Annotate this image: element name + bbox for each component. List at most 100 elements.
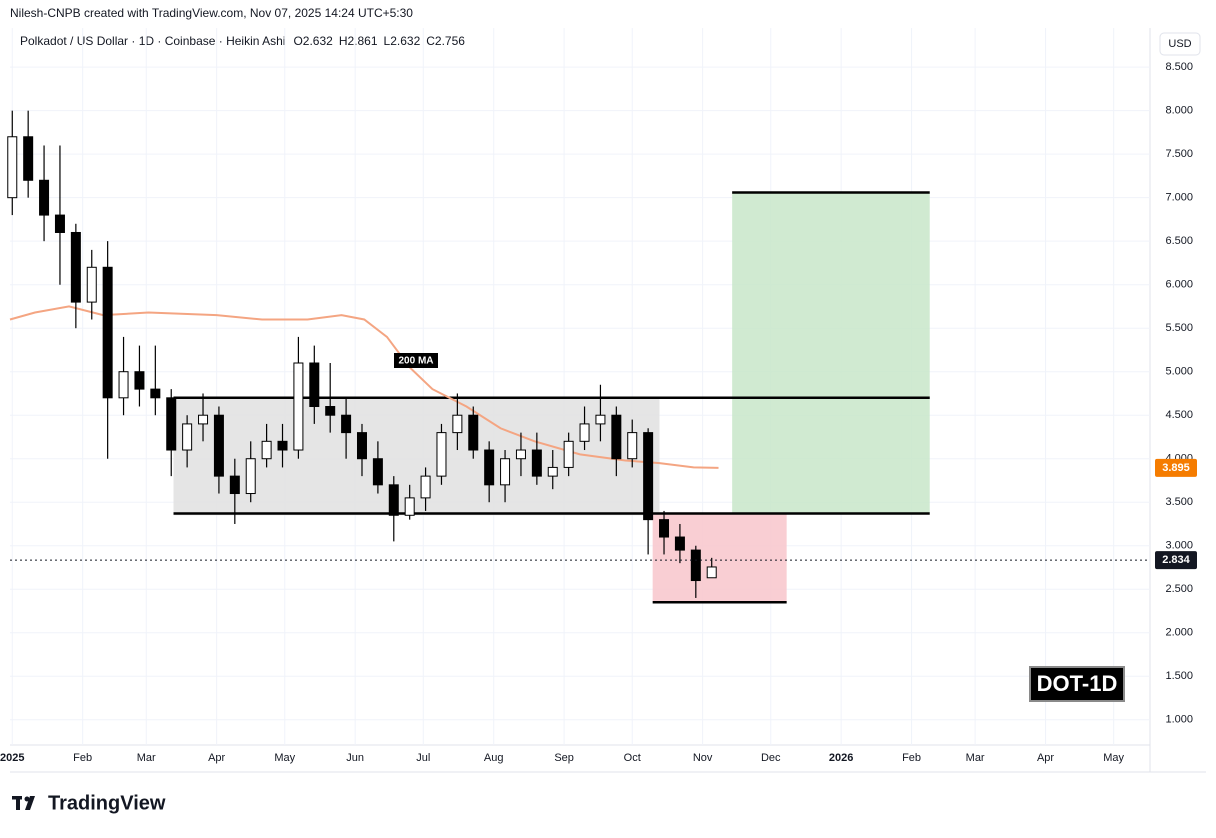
ohlc-value: 2.632 xyxy=(303,34,333,48)
candle-body xyxy=(356,432,367,460)
candle-body xyxy=(245,458,256,495)
candle-body xyxy=(563,440,574,468)
candle-body xyxy=(611,414,622,460)
candle-body xyxy=(182,423,193,451)
candle-body xyxy=(500,458,511,486)
candle-body xyxy=(627,432,638,460)
candle-body xyxy=(706,566,717,579)
candle-body xyxy=(39,179,50,216)
candle-body xyxy=(23,136,34,181)
candle-body xyxy=(166,397,177,451)
candle-body xyxy=(690,549,701,582)
candle-body xyxy=(86,266,97,303)
candle-body xyxy=(261,440,272,460)
zone xyxy=(652,513,787,603)
x-tick-label: 2025 xyxy=(0,752,24,764)
ma-label: 200 MA xyxy=(398,356,433,367)
candle-body xyxy=(420,475,431,499)
y-tick-label: 3.500 xyxy=(1165,496,1193,508)
x-tick-label: Mar xyxy=(137,752,156,764)
y-tick-label: 5.500 xyxy=(1165,322,1193,334)
candle-body xyxy=(674,536,685,551)
y-tick-label: 6.000 xyxy=(1165,279,1193,291)
x-tick-label: Aug xyxy=(484,752,504,764)
candle-body xyxy=(436,432,447,477)
plot: 1.0001.5002.0002.5003.0003.5004.0004.500… xyxy=(0,28,1197,764)
ma-line xyxy=(9,305,719,469)
zone xyxy=(173,397,660,516)
y-tick-label: 7.000 xyxy=(1165,192,1193,204)
ma-label-box xyxy=(394,353,438,368)
candle-body xyxy=(277,440,288,451)
credit: Nilesh-CNPB created with TradingView.com… xyxy=(10,6,413,20)
candle-body xyxy=(7,136,18,199)
candle-body xyxy=(325,406,336,416)
x-tick-label: May xyxy=(274,752,295,764)
x-tick-label: 2026 xyxy=(829,752,853,764)
logo-part xyxy=(25,796,35,810)
symbol: Polkadot / US Dollar · 1D · Coinbase · H… xyxy=(20,34,285,48)
y-tick-label: 8.500 xyxy=(1165,61,1193,73)
candle-body xyxy=(70,231,81,303)
y-tick-label: 7.500 xyxy=(1165,148,1193,160)
candle-body xyxy=(150,388,161,399)
x-tick-label: Feb xyxy=(73,752,92,764)
candle-body xyxy=(229,475,240,495)
y-tick-label: 4.500 xyxy=(1165,409,1193,421)
ohlc-value: 2.756 xyxy=(435,34,465,48)
candle-body xyxy=(643,432,654,521)
tag-text: DOT-1D xyxy=(1037,671,1118,696)
ohlc-label: L xyxy=(384,34,391,48)
candle-body xyxy=(595,414,606,425)
x-tick-label: Oct xyxy=(624,752,641,764)
y-tick-label: 2.000 xyxy=(1165,627,1193,639)
x-tick-label: Nov xyxy=(693,752,713,764)
x-tick-label: May xyxy=(1103,752,1124,764)
logo-part xyxy=(16,796,20,810)
x-tick-label: Dec xyxy=(761,752,781,764)
candle-body xyxy=(102,266,113,399)
ohlc-label: C xyxy=(426,34,435,48)
candle-body xyxy=(309,362,320,408)
tag-box xyxy=(1029,666,1125,702)
candle-body xyxy=(198,414,209,425)
y-tick-label: 1.000 xyxy=(1165,714,1193,726)
currency-button[interactable] xyxy=(1159,32,1201,56)
logo-part xyxy=(24,796,30,802)
currency[interactable]: USD xyxy=(1168,38,1191,50)
symbol-line: Polkadot / US Dollar · 1D · Coinbase · H… xyxy=(20,34,465,48)
y-tick-label: 3.000 xyxy=(1165,540,1193,552)
candle-body xyxy=(484,449,495,486)
x-tick-label: Jun xyxy=(346,752,364,764)
x-tick-label: Apr xyxy=(208,752,225,764)
brand-logo xyxy=(12,796,35,810)
ohlc-label: O xyxy=(293,34,302,48)
last-price: 2.834 xyxy=(1162,554,1190,566)
x-tick-label: Jul xyxy=(416,752,430,764)
candle-body xyxy=(531,449,542,477)
ma-price-tag xyxy=(1155,458,1197,477)
y-tick-label: 5.000 xyxy=(1165,366,1193,378)
candle-body xyxy=(54,214,65,233)
candle-body xyxy=(341,414,352,434)
candle-body xyxy=(388,484,399,516)
candle-body xyxy=(659,519,670,538)
y-tick-label: 8.000 xyxy=(1165,105,1193,117)
candle-body xyxy=(213,414,224,477)
candle-body xyxy=(547,466,558,477)
x-tick-label: Apr xyxy=(1037,752,1054,764)
last-price-tag xyxy=(1155,551,1197,570)
zone xyxy=(732,192,930,514)
brand: TradingView xyxy=(48,792,166,814)
ohlc-value: 2.861 xyxy=(348,34,378,48)
candle-body xyxy=(134,371,145,390)
candle-body xyxy=(452,414,463,434)
candle-body xyxy=(293,362,304,451)
y-tick-label: 2.500 xyxy=(1165,583,1193,595)
x-tick-label: Mar xyxy=(966,752,985,764)
candle-body xyxy=(515,449,526,460)
y-tick-label: 6.500 xyxy=(1165,235,1193,247)
candle-body xyxy=(468,414,479,451)
ohlc-value: 2.632 xyxy=(390,34,420,48)
x-tick-label: Feb xyxy=(902,752,921,764)
